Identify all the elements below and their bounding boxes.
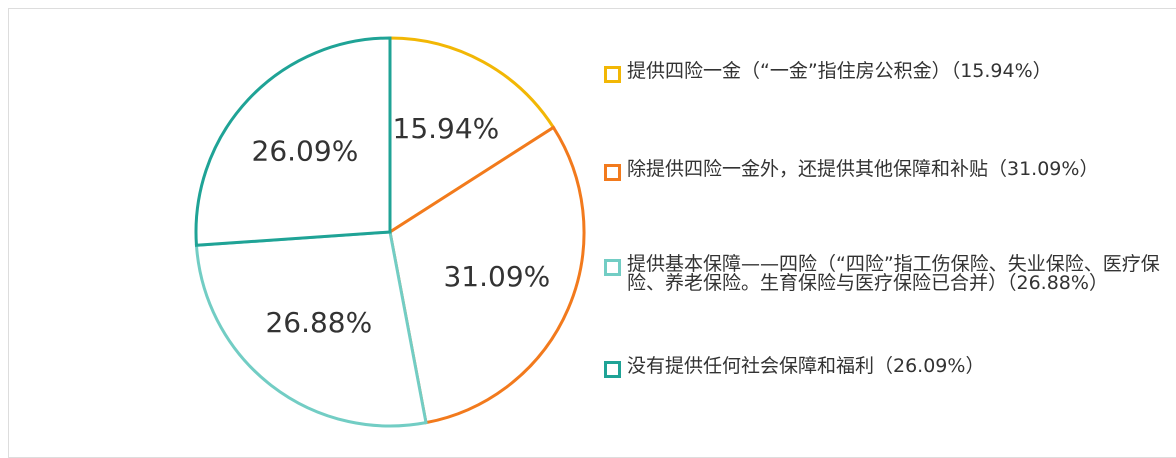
legend-label: 提供基本保障——四险（“四险”指工伤保险、失业保险、医疗保险、养老保险。生育保险… [627,253,1160,294]
pie-slice [388,36,556,235]
legend-label: 除提供四险一金外，还提供其他保障和补贴（31.09%） [627,158,1099,180]
legend-swatch [604,66,621,83]
data-label: 31.09% [443,260,550,293]
legend-label: 没有提供任何社会保障和福利（26.09%） [627,355,985,377]
legend-entry: 提供四险一金（“一金”指住房公积金）（15.94%） [604,62,1174,83]
legend-swatch [604,164,621,181]
legend-swatch [604,259,621,276]
legend-label: 提供四险一金（“一金”指住房公积金）（15.94%） [627,60,1052,82]
legend-swatch [604,361,621,378]
pie-slice [194,230,428,428]
legend-entry: 提供基本保障——四险（“四险”指工伤保险、失业保险、医疗保险、养老保险。生育保险… [604,255,1174,293]
data-label: 26.88% [265,306,372,339]
pie-slice [388,125,586,425]
data-label: 26.09% [252,135,359,168]
pie-slice [194,36,392,247]
legend-entry: 除提供四险一金外，还提供其他保障和补贴（31.09%） [604,160,1174,181]
legend-entry: 没有提供任何社会保障和福利（26.09%） [604,357,1174,378]
data-label: 15.94% [393,112,500,145]
